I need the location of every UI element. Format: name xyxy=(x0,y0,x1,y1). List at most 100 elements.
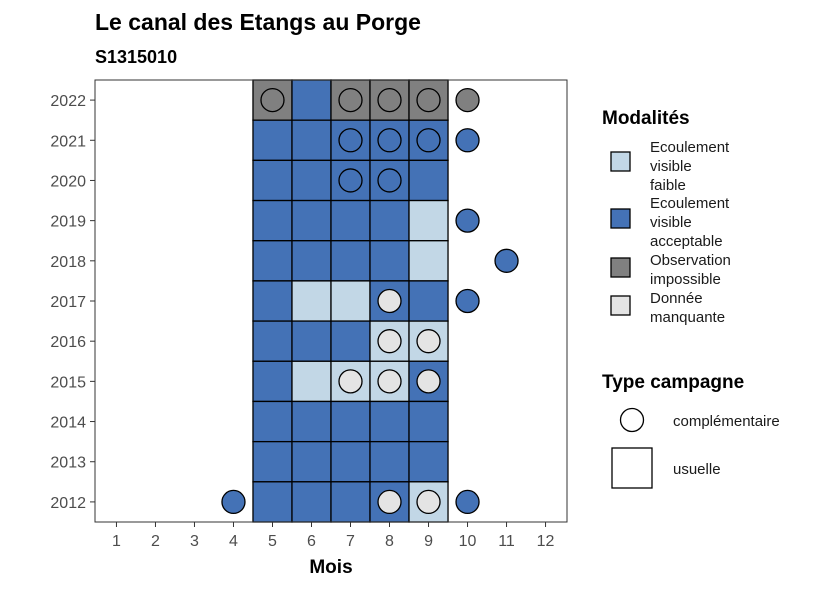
point-2021-10 xyxy=(455,128,480,153)
x-tick-label-2: 2 xyxy=(151,533,160,550)
tile-2014-7 xyxy=(330,400,371,443)
tile-2016-6 xyxy=(291,320,332,362)
legend-label-manquante: Donnée manquante xyxy=(650,290,725,326)
tile-2012-6 xyxy=(291,481,332,523)
point-2015-8 xyxy=(377,369,402,394)
legend-label-line: Ecoulement xyxy=(650,139,730,156)
y-tick-label-2022: 2022 xyxy=(50,93,86,110)
x-tick-label-10: 10 xyxy=(459,533,477,550)
point-2017-10 xyxy=(455,288,480,314)
tile-2021-6 xyxy=(291,119,332,162)
point-2021-9 xyxy=(416,128,441,153)
y-tick-label-2017: 2017 xyxy=(50,294,86,311)
y-tick-label-2020: 2020 xyxy=(50,173,86,190)
tile-2016-7 xyxy=(330,320,371,362)
legend-label-usuelle: usuelle xyxy=(673,461,721,478)
y-tick-label-2016: 2016 xyxy=(50,334,86,351)
legend-label-line: Ecoulement xyxy=(650,195,730,212)
legend-label-line: Donnée xyxy=(650,290,703,307)
legend-key-acceptable xyxy=(610,208,631,229)
legend-label-line: impossible xyxy=(650,271,721,288)
x-tick-label-4: 4 xyxy=(229,533,238,550)
tile-2013-8 xyxy=(369,440,410,483)
legend-label-line: manquante xyxy=(650,309,725,326)
chart-subtitle: S1315010 xyxy=(95,47,177,67)
tile-2013-6 xyxy=(291,440,332,483)
tile-2012-5 xyxy=(252,481,293,523)
points-layer xyxy=(221,87,519,515)
point-2019-10 xyxy=(455,208,480,233)
tile-2012-7 xyxy=(330,481,371,523)
legend-label-line: Observation xyxy=(650,252,731,269)
legend-type-campagne: Type campagne complémentaire usuelle xyxy=(602,372,780,489)
point-2022-7 xyxy=(338,87,363,113)
point-2012-4 xyxy=(221,489,246,515)
legend-label-line: faible xyxy=(650,177,686,194)
tile-2020-9 xyxy=(408,159,449,202)
tile-2018-8 xyxy=(369,240,410,282)
tile-2021-7 xyxy=(330,119,371,162)
legend-key-complementaire xyxy=(619,407,645,433)
tile-2020-5 xyxy=(252,159,293,202)
x-tick-label-9: 9 xyxy=(424,533,433,550)
point-2022-8 xyxy=(377,87,402,113)
point-2021-7 xyxy=(338,128,363,153)
tile-2019-7 xyxy=(330,199,371,242)
y-tick-label-2018: 2018 xyxy=(50,254,86,271)
y-tick-label-2015: 2015 xyxy=(50,374,86,391)
legend-label-faible: Ecoulement visible faible xyxy=(650,139,730,194)
x-tick-label-5: 5 xyxy=(268,533,277,550)
tile-2019-5 xyxy=(252,199,293,242)
point-2012-8 xyxy=(377,489,402,515)
tile-2017-5 xyxy=(252,280,293,322)
point-2018-11 xyxy=(494,248,519,273)
x-tick-label-8: 8 xyxy=(385,533,394,550)
tile-2016-5 xyxy=(252,320,293,362)
tile-2020-8 xyxy=(369,159,410,202)
legend-key-usuelle xyxy=(611,447,653,489)
tile-2019-8 xyxy=(369,199,410,242)
point-2020-8 xyxy=(377,168,402,193)
tile-2013-7 xyxy=(330,440,371,483)
legend-modalites: Modalités Ecoulement visible faibleEcoulem… xyxy=(602,108,731,326)
tile-2018-6 xyxy=(291,240,332,282)
point-2012-10 xyxy=(455,489,480,515)
y-tick-label-2019: 2019 xyxy=(50,214,86,231)
x-axis-label: Mois xyxy=(309,557,352,578)
tile-2018-9 xyxy=(408,240,449,282)
tile-2022-6 xyxy=(291,79,332,121)
legend-modalites-title: Modalités xyxy=(602,108,690,129)
tile-2017-6 xyxy=(291,280,332,322)
legend-label-line: visible xyxy=(650,214,692,231)
tile-2013-9 xyxy=(408,440,449,483)
legend-label-complementaire: complémentaire xyxy=(673,413,780,430)
tile-2020-6 xyxy=(291,159,332,202)
tile-2013-5 xyxy=(252,440,293,483)
y-tick-label-2012: 2012 xyxy=(50,495,86,512)
tile-2018-7 xyxy=(330,240,371,282)
legend-campagne-title: Type campagne xyxy=(602,372,744,393)
legend-label-line: acceptable xyxy=(650,233,723,250)
legend-key-faible xyxy=(610,151,631,172)
tile-2019-6 xyxy=(291,199,332,242)
legend-key-impossible xyxy=(610,257,631,278)
point-2022-5 xyxy=(260,87,285,113)
tile-2021-5 xyxy=(252,119,293,162)
tile-2017-9 xyxy=(408,280,449,322)
point-2016-8 xyxy=(377,329,402,354)
point-2015-9 xyxy=(416,369,441,394)
x-tick-label-1: 1 xyxy=(112,533,121,550)
tile-2019-9 xyxy=(408,199,449,242)
y-tick-label-2013: 2013 xyxy=(50,455,86,472)
point-2022-10 xyxy=(455,87,480,113)
x-tick-label-12: 12 xyxy=(537,533,555,550)
point-2017-8 xyxy=(377,288,402,314)
legend-label-impossible: Observation impossible xyxy=(650,252,731,288)
tile-2018-5 xyxy=(252,240,293,282)
point-2021-8 xyxy=(377,128,402,153)
legend-label-acceptable: Ecoulement visible acceptable xyxy=(650,195,730,250)
tile-2014-8 xyxy=(369,400,410,443)
point-2020-7 xyxy=(338,168,363,193)
y-axis: 2012 2013 2014 2015 2016 2017 2018 2019 2020 2021… xyxy=(50,93,95,512)
